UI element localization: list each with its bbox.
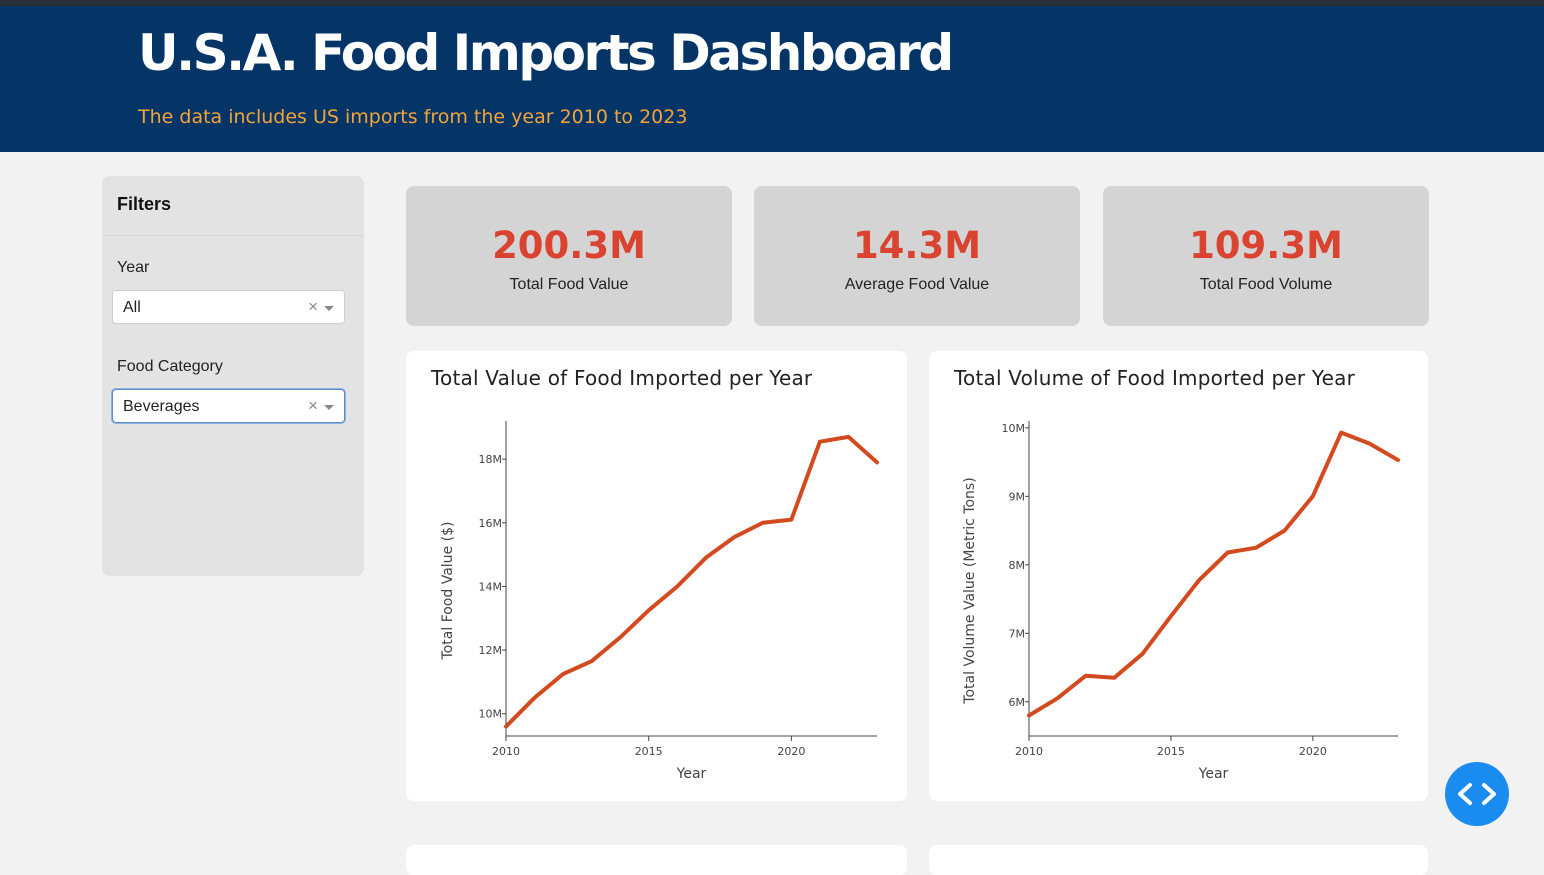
data-point [789, 518, 793, 522]
year-clear-icon[interactable]: × [308, 297, 318, 316]
volume-chart-card: Total Volume of Food Imported per Year 6… [929, 351, 1428, 801]
lower-chart-card-right [929, 845, 1428, 875]
y-tick-label: 6M [1009, 696, 1026, 709]
data-point [1141, 652, 1145, 656]
data-point [590, 659, 594, 663]
dashboard-header: U.S.A. Food Imports Dashboard The data i… [0, 6, 1544, 152]
window-top-strip [0, 0, 1544, 6]
data-point [1254, 546, 1258, 550]
kpi-label: Total Food Volume [1199, 276, 1333, 293]
data-point [704, 556, 708, 560]
data-point [533, 696, 537, 700]
y-tick-label: 18M [479, 453, 503, 466]
data-point [1112, 676, 1116, 680]
kpi-card-average-food-value: 14.3M Average Food Value [754, 186, 1080, 326]
data-point [647, 608, 651, 612]
data-point [732, 535, 736, 539]
code-icon [1458, 783, 1496, 805]
y-tick-label: 16M [479, 517, 503, 530]
y-tick-label: 8M [1009, 559, 1026, 572]
data-point [1084, 674, 1088, 678]
year-dropdown-value: All [123, 299, 141, 316]
y-axis-label: Total Food Value ($) [440, 522, 456, 661]
data-point [618, 635, 622, 639]
x-axis-label: Year [676, 766, 707, 782]
x-tick-label: 2015 [1157, 745, 1185, 758]
data-point [1027, 713, 1031, 717]
data-point [1282, 529, 1286, 533]
filters-divider [102, 235, 364, 236]
data-point [1169, 614, 1173, 618]
kpi-card-total-food-volume: 109.3M Total Food Volume [1103, 186, 1429, 326]
food-category-chevron-down-icon[interactable] [324, 405, 334, 410]
year-dropdown[interactable]: All × [112, 290, 345, 324]
data-point [846, 435, 850, 439]
x-axis-label: Year [1198, 766, 1229, 782]
year-filter-label: Year [117, 259, 150, 276]
data-point [504, 724, 508, 728]
food-category-dropdown-value: Beverages [123, 398, 200, 415]
chart-title: Total Value of Food Imported per Year [431, 366, 813, 390]
page-subtitle: The data includes US imports from the ye… [138, 106, 688, 128]
kpi-value: 14.3M [852, 224, 982, 267]
y-tick-label: 10M [1002, 422, 1026, 435]
filters-panel: Filters Year All × Food Category Beverag… [102, 176, 364, 576]
data-point [761, 521, 765, 525]
code-toggle-button[interactable] [1445, 762, 1509, 826]
kpi-card-total-food-value: 200.3M Total Food Value [406, 186, 732, 326]
series-line [1027, 430, 1400, 718]
data-point [1311, 494, 1315, 498]
y-tick-label: 12M [479, 644, 503, 657]
x-tick-label: 2020 [1299, 745, 1327, 758]
y-tick-label: 14M [479, 580, 503, 593]
x-tick-label: 2015 [635, 745, 663, 758]
data-point [818, 440, 822, 444]
y-tick-label: 7M [1009, 627, 1026, 640]
y-tick-label: 10M [479, 708, 503, 721]
filters-title: Filters [117, 194, 172, 214]
value-chart-card: Total Value of Food Imported per Year 10… [406, 351, 907, 801]
page-title: U.S.A. Food Imports Dashboard [138, 24, 954, 82]
data-point [1197, 578, 1201, 582]
y-tick-label: 9M [1009, 490, 1026, 503]
lower-chart-card-left [406, 845, 907, 875]
category-filter-label: Food Category [117, 358, 223, 375]
kpi-value: 200.3M [492, 224, 646, 267]
data-point [1396, 458, 1400, 462]
value-line-chart[interactable]: 10M 12M 14M 16M 18M 2010 2015 2020 Year Total Foo… [406, 351, 907, 801]
year-chevron-down-icon[interactable] [324, 306, 334, 311]
data-point [1368, 442, 1372, 446]
kpi-label: Total Food Value [509, 276, 629, 293]
data-point [875, 460, 879, 464]
x-tick-label: 2010 [1015, 745, 1043, 758]
food-category-dropdown[interactable]: Beverages × [112, 389, 345, 423]
data-point [1339, 431, 1343, 435]
data-point [1226, 550, 1230, 554]
kpi-label: Average Food Value [844, 276, 990, 293]
data-point [1055, 696, 1059, 700]
x-tick-label: 2020 [777, 745, 805, 758]
chart-title: Total Volume of Food Imported per Year [954, 366, 1356, 390]
series-line [504, 434, 879, 729]
data-point [675, 584, 679, 588]
data-point [561, 672, 565, 676]
y-axis-label: Total Volume Value (Metric Tons) [962, 477, 978, 704]
kpi-value: 109.3M [1189, 224, 1343, 267]
x-tick-label: 2010 [492, 745, 520, 758]
food-category-clear-icon[interactable]: × [308, 396, 318, 415]
